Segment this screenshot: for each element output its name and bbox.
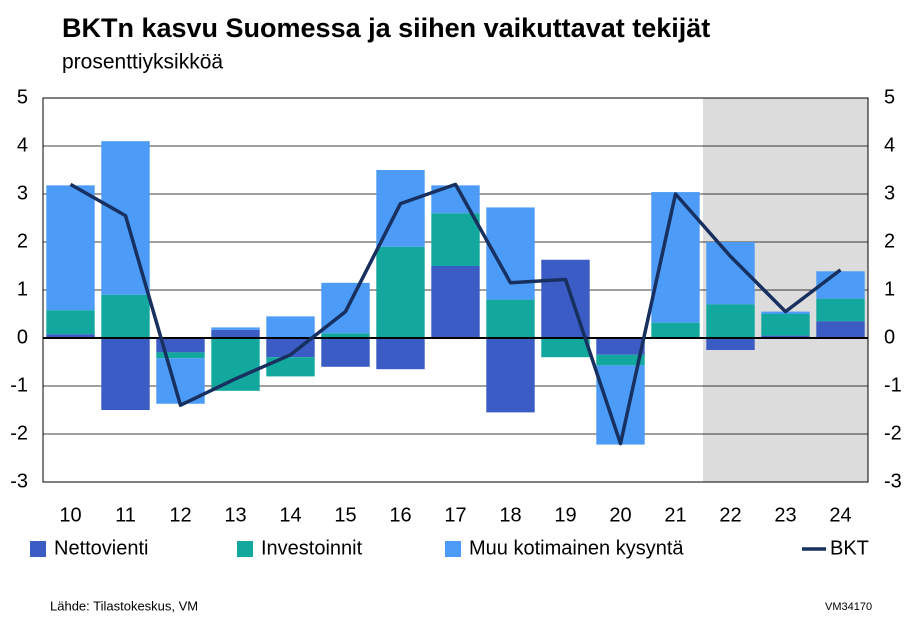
x-tick-label: 23 bbox=[774, 504, 796, 526]
y2-tick-label: 0 bbox=[884, 326, 895, 348]
bar bbox=[486, 338, 535, 413]
bar bbox=[266, 338, 315, 358]
bar bbox=[376, 246, 425, 338]
y-tick-label: 0 bbox=[17, 326, 28, 348]
legend-swatch bbox=[445, 541, 461, 557]
x-tick-label: 13 bbox=[224, 504, 246, 526]
legend-label: Investoinnit bbox=[261, 537, 363, 559]
y-tick-label: -3 bbox=[10, 470, 28, 492]
bar bbox=[431, 266, 480, 338]
bar bbox=[596, 354, 645, 366]
bar bbox=[211, 338, 260, 391]
x-tick-label: 20 bbox=[609, 504, 631, 526]
y2-tick-label: 5 bbox=[884, 86, 895, 108]
bar bbox=[596, 365, 645, 445]
bar bbox=[46, 185, 95, 311]
bar bbox=[321, 333, 370, 338]
chart-title: BKTn kasvu Suomessa ja siihen vaikuttava… bbox=[62, 13, 710, 43]
bar bbox=[706, 338, 755, 350]
plot-frame bbox=[42, 97, 869, 483]
y-tick-label: 2 bbox=[17, 230, 28, 252]
bar bbox=[46, 334, 95, 338]
x-tick-label: 19 bbox=[554, 504, 576, 526]
source: Lähde: Tilastokeskus, VM bbox=[50, 598, 198, 613]
x-tick-label: 14 bbox=[279, 504, 301, 526]
x-tick-label: 15 bbox=[334, 504, 356, 526]
bar bbox=[816, 298, 865, 322]
bar bbox=[706, 304, 755, 338]
line bbox=[69, 182, 842, 446]
y-tick-label: 1 bbox=[17, 278, 28, 300]
y2-tick-label: -2 bbox=[884, 422, 902, 444]
x-tick-label: 21 bbox=[664, 504, 686, 526]
y-tick-label: 4 bbox=[17, 134, 28, 156]
x-tick-label: 18 bbox=[499, 504, 521, 526]
y-tick-label: 3 bbox=[17, 182, 28, 204]
y2-tick-label: -1 bbox=[884, 374, 902, 396]
y2-tick-label: 3 bbox=[884, 182, 895, 204]
x-tick-label: 22 bbox=[719, 504, 741, 526]
bar bbox=[211, 327, 260, 330]
legend-label: Nettovienti bbox=[54, 537, 149, 559]
legend-swatch bbox=[30, 541, 46, 557]
legend-swatch bbox=[237, 541, 253, 557]
y-tick-label: 5 bbox=[17, 86, 28, 108]
x-tick-label: 16 bbox=[389, 504, 411, 526]
y2-tick-label: 2 bbox=[884, 230, 895, 252]
legend-label: BKT bbox=[830, 537, 869, 559]
y-tick-label: -1 bbox=[10, 374, 28, 396]
bar bbox=[651, 322, 700, 338]
bar bbox=[761, 314, 810, 336]
bar bbox=[156, 338, 205, 353]
code: VM34170 bbox=[825, 601, 872, 613]
bar bbox=[101, 338, 150, 410]
y2-tick-label: -3 bbox=[884, 470, 902, 492]
bar bbox=[431, 213, 480, 266]
bar bbox=[321, 338, 370, 367]
legend-label: Muu kotimainen kysyntä bbox=[469, 537, 684, 559]
bar bbox=[816, 271, 865, 299]
bar bbox=[266, 316, 315, 338]
bar bbox=[816, 321, 865, 338]
x-tick-label: 11 bbox=[115, 504, 136, 526]
y-tick-label: -2 bbox=[10, 422, 28, 444]
x-tick-label: 24 bbox=[829, 504, 851, 526]
chart-subtitle: prosenttiyksikköä bbox=[62, 51, 223, 74]
bar bbox=[596, 338, 645, 355]
x-tick-label: 17 bbox=[444, 504, 466, 526]
x-tick-label: 12 bbox=[169, 504, 191, 526]
bar bbox=[266, 357, 315, 377]
y2-tick-label: 1 bbox=[884, 278, 895, 300]
bar bbox=[101, 294, 150, 338]
bar bbox=[376, 338, 425, 370]
bar bbox=[46, 310, 95, 335]
bar bbox=[541, 338, 590, 358]
bar bbox=[156, 352, 205, 359]
bar bbox=[486, 299, 535, 338]
y2-tick-label: 4 bbox=[884, 134, 895, 156]
bar bbox=[211, 329, 260, 338]
x-tick-label: 10 bbox=[59, 504, 81, 526]
bar bbox=[761, 335, 810, 338]
